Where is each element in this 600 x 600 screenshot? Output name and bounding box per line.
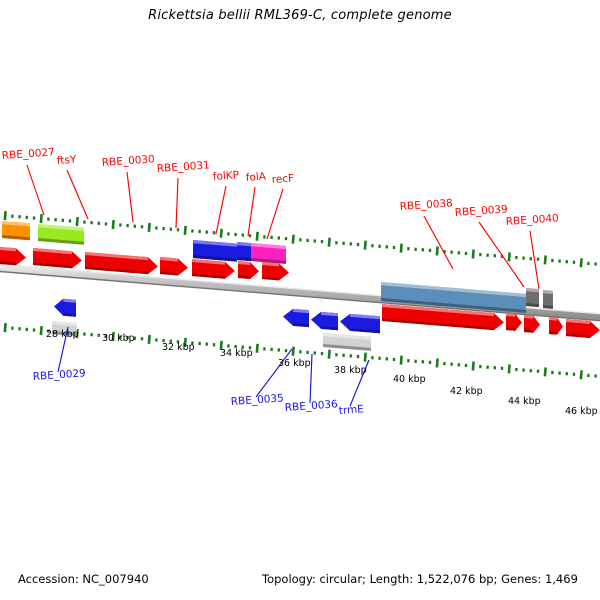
gene-label-RBE_0039[interactable]: RBE_0039 [454, 203, 508, 219]
gene-g12[interactable] [566, 319, 600, 338]
gene-RBE_0038[interactable] [381, 282, 526, 313]
gene-label-leader [478, 221, 525, 288]
axis-tick-labels: 28 kbp 30 kbp 32 kbp 34 kbp 36 kbp 38 kbp 40 k… [46, 329, 598, 417]
gene-RBE_0027[interactable] [2, 221, 30, 241]
gene-folA[interactable] [251, 243, 286, 264]
gene-g9[interactable] [506, 313, 522, 331]
gene-label-leader [309, 353, 313, 404]
axis-tick-label: 38 kbp [334, 365, 367, 376]
gene-label-folKP[interactable]: folKP [212, 169, 239, 183]
gene-label-leader [266, 188, 284, 240]
axis-tick-label: 42 kbp [450, 386, 483, 397]
gene-label-leader [247, 186, 256, 237]
axis-tick-label: 32 kbp [162, 342, 195, 353]
gene-label-RBE_0031[interactable]: RBE_0031 [156, 159, 210, 175]
gene-label-leader [66, 169, 89, 220]
gene-trmE[interactable] [340, 313, 380, 334]
gene-label-RBE_0036[interactable]: RBE_0036 [284, 398, 338, 414]
axis-tick-label: 36 kbp [278, 358, 311, 369]
gene-label-trmE[interactable]: trmE [338, 403, 364, 417]
gene-label-leader [57, 326, 69, 373]
gene-g3[interactable] [85, 252, 158, 275]
gene-g2[interactable] [33, 248, 82, 269]
gene-ftsY[interactable] [38, 224, 84, 245]
gene-label-leader [26, 164, 45, 216]
accession-text: Accession: NC_007940 [18, 572, 149, 586]
gene-label-recF[interactable]: recF [271, 172, 294, 186]
gene-g1[interactable] [0, 247, 26, 266]
gene-label-folA[interactable]: folA [245, 171, 267, 184]
ruler-lower-track [3, 323, 597, 380]
axis-tick-label: 40 kbp [393, 374, 426, 385]
gene-RBE_0029[interactable] [54, 298, 76, 317]
gene-g7[interactable] [262, 262, 289, 281]
gene-g10[interactable] [524, 315, 540, 333]
axis-tick-label: 44 kbp [508, 396, 541, 407]
gene-label-leader [215, 185, 227, 235]
gene-label-RBE_0038[interactable]: RBE_0038 [399, 197, 453, 213]
axis-tick-label: 46 kbp [565, 406, 598, 417]
gene-RBE_0039[interactable] [526, 288, 539, 308]
genes-layer[interactable] [0, 221, 600, 351]
gene-label-leader [349, 359, 370, 407]
gene-label-leader [529, 230, 540, 290]
axis-tick-label: 28 kbp [46, 329, 79, 340]
gene-label-RBE_0027[interactable]: RBE_0027 [1, 146, 55, 162]
ruler-upper-track [3, 211, 597, 268]
gene-RBE_0036[interactable] [311, 311, 338, 331]
gene-rna-1[interactable] [52, 321, 77, 337]
gene-RBE_0035[interactable] [283, 308, 309, 328]
genome-stats-text: Topology: circular; Length: 1,522,076 bp… [262, 572, 578, 586]
gene-label-RBE_0035[interactable]: RBE_0035 [230, 392, 284, 408]
axis-tick-label: 30 kbp [102, 333, 135, 344]
gene-folKP-b[interactable] [237, 242, 251, 262]
gene-RBE_0040[interactable] [543, 290, 553, 309]
gene-label-ftsY[interactable]: ftsY [56, 154, 77, 167]
page-title: Rickettsia bellii RML369-C, complete gen… [148, 8, 452, 23]
axis-tick-label: 34 kbp [220, 348, 253, 359]
gene-g8[interactable] [382, 304, 504, 331]
gene-g4[interactable] [160, 257, 188, 276]
gene-label-leader [126, 171, 134, 223]
label-leader-lines [26, 164, 540, 407]
gene-label-leader [423, 215, 454, 270]
gene-g5[interactable] [192, 259, 235, 279]
gene-label-RBE_0030[interactable]: RBE_0030 [101, 153, 155, 169]
gene-label-RBE_0040[interactable]: RBE_0040 [505, 212, 559, 228]
gene-label-leader [255, 348, 293, 398]
gene-label-RBE_0029[interactable]: RBE_0029 [32, 367, 86, 383]
gene-rna-2[interactable] [323, 333, 371, 351]
gene-label-leader [175, 177, 179, 229]
gene-g6[interactable] [238, 261, 259, 279]
gene-folKP-a[interactable] [193, 240, 237, 262]
gene-g11[interactable] [549, 317, 563, 335]
